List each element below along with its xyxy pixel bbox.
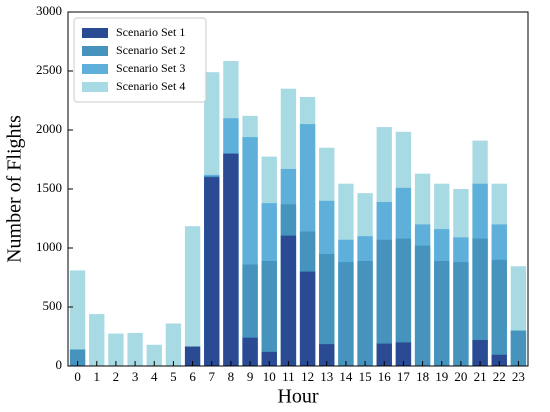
x-tick-label: 11 (282, 369, 295, 384)
bar (395, 238, 412, 366)
bar (146, 344, 162, 366)
bar (69, 270, 86, 366)
bar (319, 344, 335, 366)
x-tick-label: 10 (263, 369, 276, 384)
bar (510, 330, 527, 366)
bar (89, 314, 105, 366)
bar (299, 271, 316, 366)
x-tick-label: 0 (74, 369, 81, 384)
x-tick-label: 12 (301, 369, 314, 384)
bar (434, 260, 450, 366)
y-tick-label: 2000 (36, 121, 62, 136)
y-axis-title: Number of Flights (4, 115, 26, 263)
legend-swatch (82, 64, 108, 74)
x-tick-label: 2 (113, 369, 120, 384)
bar (261, 260, 277, 366)
y-tick-label: 1000 (36, 239, 62, 254)
bar (376, 343, 392, 366)
y-tick-label: 1500 (36, 180, 62, 195)
legend-swatch (82, 82, 108, 92)
bar (414, 245, 431, 366)
x-tick-label: 3 (132, 369, 139, 384)
legend-label: Scenario Set 1 (116, 25, 185, 39)
x-tick-label: 23 (512, 369, 525, 384)
y-tick-label: 2500 (36, 62, 62, 77)
legend-label: Scenario Set 3 (116, 61, 185, 75)
x-tick-label: 7 (209, 369, 216, 384)
legend: Scenario Set 1 Scenario Set 2 Scenario Set… (73, 17, 207, 103)
bar (472, 340, 488, 366)
x-tick-label: 5 (170, 369, 177, 384)
x-tick-label: 14 (339, 369, 353, 384)
bar (127, 332, 143, 366)
bar (338, 262, 354, 366)
legend-swatch (82, 28, 108, 38)
x-tick-label: 15 (359, 369, 372, 384)
x-tick-label: 17 (397, 369, 411, 384)
legend-label: Scenario Set 4 (116, 79, 185, 93)
bar (184, 226, 201, 366)
bar (242, 337, 258, 366)
bar (204, 177, 220, 366)
bar (491, 259, 507, 366)
bar (165, 323, 182, 366)
bar (319, 253, 335, 366)
x-tick-label: 19 (435, 369, 448, 384)
x-tick-label: 22 (493, 369, 506, 384)
x-axis-title: Hour (277, 386, 318, 408)
x-tick-label: 13 (320, 369, 333, 384)
y-tick-label: 0 (56, 357, 63, 372)
bar (376, 239, 392, 366)
legend-swatch (82, 46, 108, 56)
x-tick-label: 8 (228, 369, 235, 384)
x-tick-label: 1 (94, 369, 101, 384)
bar (69, 349, 86, 366)
bar (472, 238, 488, 366)
legend-label: Scenario Set 2 (116, 43, 185, 57)
legend-frame (73, 17, 207, 103)
bar (395, 342, 412, 366)
bar (184, 346, 201, 366)
x-tick-label: 18 (416, 369, 429, 384)
bar (261, 351, 277, 366)
bar (453, 262, 469, 366)
bar (108, 333, 124, 366)
bars (69, 60, 527, 367)
x-tick-label: 9 (247, 369, 254, 384)
x-tick-label: 4 (151, 369, 158, 384)
x-tick-label: 21 (474, 369, 487, 384)
y-tick-label: 3000 (36, 3, 62, 18)
x-tick-label: 16 (378, 369, 392, 384)
bar (357, 260, 373, 366)
x-tick-label: 6 (189, 369, 196, 384)
bar (491, 354, 507, 366)
bar (223, 153, 239, 366)
x-tick-label: 20 (454, 369, 467, 384)
y-tick-label: 500 (43, 298, 63, 313)
bar (280, 235, 297, 366)
